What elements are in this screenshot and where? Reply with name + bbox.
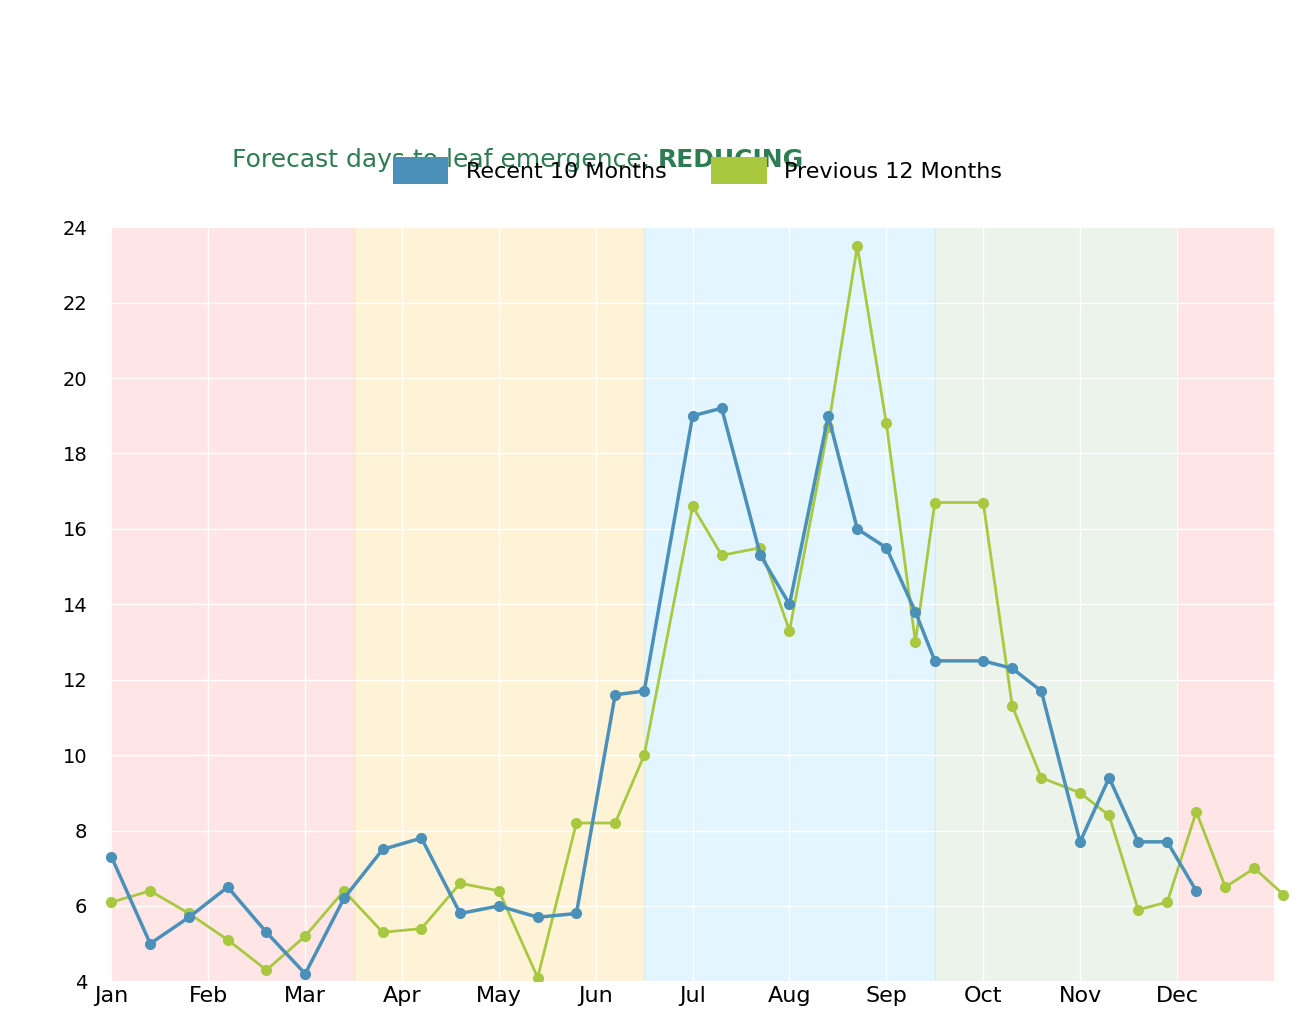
Text: 🌿: 🌿: [43, 48, 62, 76]
Bar: [645, 227, 934, 981]
Bar: [934, 227, 1177, 981]
Text: Forecast days to leaf emergence:: Forecast days to leaf emergence:: [232, 148, 658, 173]
Text: ✓: ✓: [1250, 48, 1277, 76]
Text: Leaf Emergence: Leaf Emergence: [500, 43, 816, 81]
Bar: [112, 227, 354, 981]
Text: REDUCING: REDUCING: [658, 148, 804, 173]
Bar: [354, 227, 645, 981]
Legend: Recent 10 Months, Previous 12 Months: Recent 10 Months, Previous 12 Months: [384, 148, 1011, 193]
Bar: [1177, 227, 1274, 981]
